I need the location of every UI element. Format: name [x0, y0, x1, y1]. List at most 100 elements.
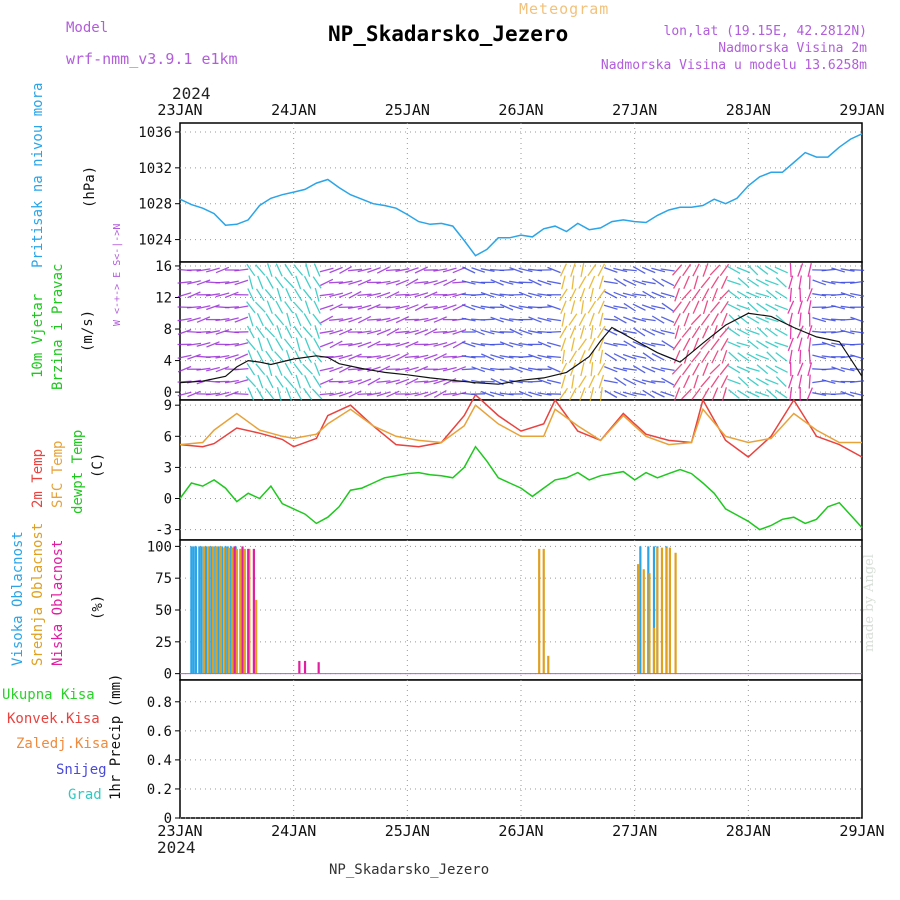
wind-arrow [329, 355, 344, 359]
wind-arrow [196, 268, 211, 272]
ytick-label-pressure: 1028 [138, 197, 172, 213]
wind-arrow [304, 337, 311, 352]
wind-arrow [423, 317, 438, 323]
wind-arrow [603, 304, 618, 310]
wind-arrow [604, 365, 618, 373]
wind-arrow [756, 326, 768, 338]
ytick-label-wind: 4 [164, 354, 172, 370]
wind-arrow [700, 313, 711, 326]
wind-arrow [283, 338, 294, 351]
wind-arrow [266, 300, 273, 314]
wind-arrow [691, 388, 701, 400]
wind-arrow [746, 366, 760, 372]
wind-arrow [433, 305, 448, 310]
wind-arrow [404, 329, 419, 335]
x-label-bottom-29JAN: 29JAN [839, 822, 884, 840]
wind-arrow [787, 300, 795, 314]
wind-arrow [338, 391, 353, 397]
wind-arrow [376, 343, 391, 346]
wind-arrow [774, 266, 788, 274]
wind-arrow [756, 265, 769, 275]
wind-arrow [821, 341, 836, 348]
wind-arrow [215, 292, 230, 298]
wind-arrow [274, 276, 284, 289]
wind-arrow [547, 304, 561, 311]
legend-grad: Grad [68, 787, 102, 803]
wind-arrow [546, 317, 561, 322]
wind-arrow [294, 288, 303, 302]
wind-arrow [632, 266, 646, 274]
wind-arrow [423, 305, 438, 309]
wind-arrow [831, 379, 846, 384]
wind-arrow [187, 291, 201, 299]
wind-arrow [442, 267, 457, 273]
wind-arrow [285, 387, 293, 401]
wind-arrow [285, 349, 292, 364]
wind-arrow [276, 325, 283, 339]
wind-arrow [404, 292, 419, 297]
station-title: NP_Skadarsko_Jezero [328, 22, 569, 46]
wind-arrow [579, 325, 585, 339]
wind-arrow [755, 278, 769, 287]
wind-arrow [329, 366, 343, 373]
wind-arrow [661, 302, 674, 312]
wind-arrow [560, 374, 567, 389]
wind-arrow [672, 338, 682, 351]
wind-arrow [196, 305, 211, 310]
wind-arrow [196, 316, 211, 323]
wind-arrow [518, 366, 533, 372]
wind-arrow [850, 330, 865, 334]
wind-arrow [376, 328, 391, 336]
wind-arrow [490, 279, 504, 286]
wind-arrow [580, 300, 585, 315]
wind-arrow [499, 378, 514, 385]
wind-arrow [701, 350, 710, 364]
ytick-label-pressure: 1036 [138, 125, 172, 141]
ytick-label-precipitation: 0 [164, 811, 172, 827]
wind-arrow [850, 380, 865, 383]
wind-arrow [366, 355, 381, 359]
wind-arrow [205, 330, 220, 334]
wind-arrow [660, 329, 675, 335]
wind-arrow [603, 266, 618, 274]
wind-arrow [285, 325, 293, 339]
wind-arrow [490, 316, 504, 323]
wind-arrow [633, 327, 646, 337]
wind-arrow [224, 280, 239, 285]
wind-arrow [367, 340, 381, 349]
wind-arrow [234, 268, 249, 272]
wind-arrow [622, 292, 637, 298]
wind-arrow [537, 378, 552, 385]
wind-arrow [798, 312, 802, 327]
wind-arrow [798, 275, 802, 290]
wind-arrow [599, 349, 604, 364]
wind-arrow [850, 316, 864, 323]
wind-arrow [499, 279, 514, 285]
wind-arrow [433, 367, 448, 371]
wind-arrow [267, 362, 273, 377]
wind-arrow [641, 379, 656, 384]
wind-arrow [358, 315, 372, 324]
wind-arrow [537, 341, 552, 348]
wind-arrow [682, 337, 691, 351]
wind-arrow [765, 340, 779, 348]
wind-arrow [313, 300, 321, 314]
wind-arrow [385, 305, 400, 309]
wind-arrow [329, 318, 344, 321]
wind-arrow [613, 353, 627, 361]
wind-arrow [293, 363, 303, 376]
wind-arrow [206, 304, 220, 311]
wind-arrow [613, 342, 628, 346]
wind-arrow [569, 387, 577, 401]
ytick-label-temperature: 9 [164, 398, 172, 414]
wind-arrow [480, 390, 495, 398]
wind-arrow [206, 267, 220, 273]
wind-arrow [433, 279, 448, 286]
wind-arrow [603, 280, 618, 285]
wind-arrow [338, 343, 353, 346]
wind-arrow [613, 366, 628, 372]
wind-arrow [788, 275, 794, 290]
temp-line-0 [179, 393, 863, 458]
wind-arrow [840, 291, 855, 298]
wind-arrow [796, 362, 804, 376]
